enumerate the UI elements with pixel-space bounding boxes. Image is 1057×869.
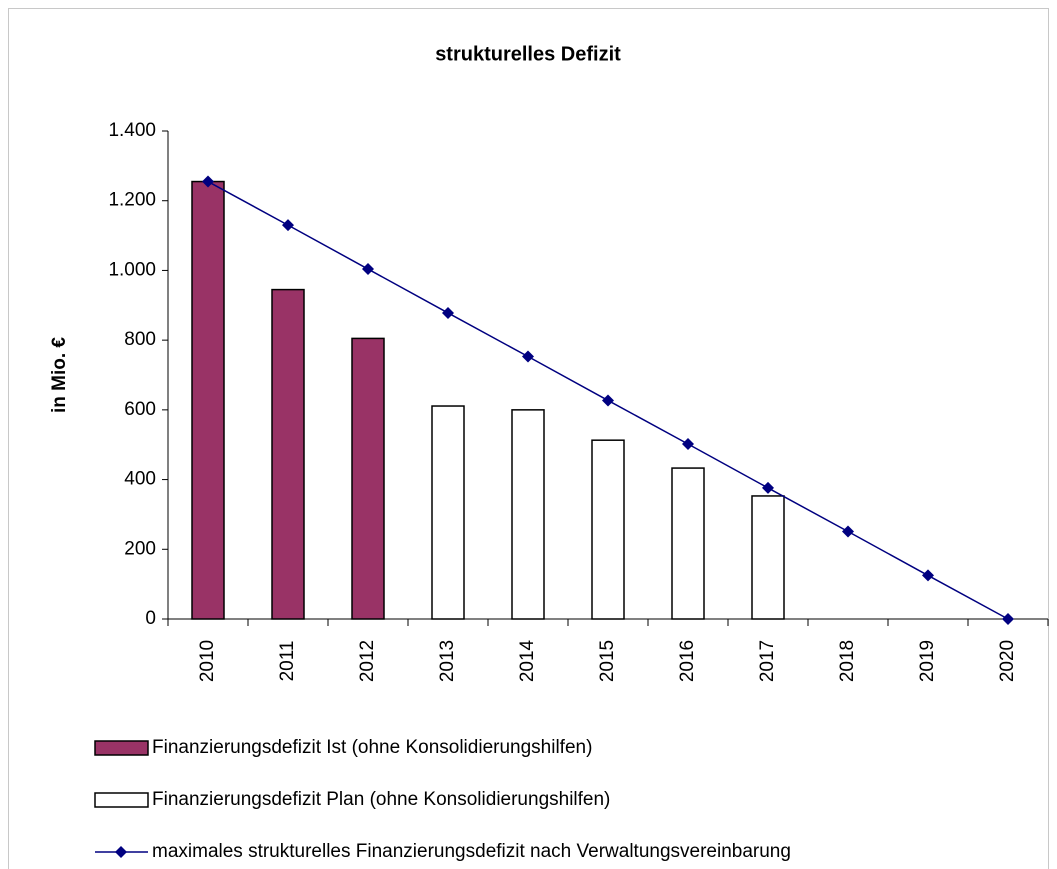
x-tick-label: 2016 bbox=[677, 640, 698, 682]
y-tick-label: 200 bbox=[124, 538, 156, 559]
bar bbox=[671, 467, 705, 620]
y-tick-label: 0 bbox=[145, 608, 156, 629]
chart-title: strukturelles Defizit bbox=[435, 43, 621, 65]
line-marker bbox=[282, 219, 294, 232]
y-tick-label: 400 bbox=[124, 469, 156, 490]
bar bbox=[431, 405, 465, 620]
line-marker bbox=[362, 263, 374, 276]
x-tick-label: 2010 bbox=[197, 640, 218, 682]
line-marker bbox=[1002, 613, 1014, 625]
bar bbox=[751, 495, 785, 620]
line-marker bbox=[682, 438, 694, 451]
legend-label: Finanzierungsdefizit Ist (ohne Konsolidi… bbox=[152, 737, 592, 758]
bar bbox=[591, 439, 625, 620]
line-marker bbox=[762, 481, 774, 494]
y-axis-label: in Mio. € bbox=[49, 337, 70, 413]
line-marker bbox=[202, 175, 214, 188]
legend-marker bbox=[115, 846, 127, 858]
bar bbox=[511, 409, 545, 620]
x-tick-label: 2020 bbox=[997, 640, 1018, 682]
x-tick-label: 2015 bbox=[597, 640, 618, 682]
y-tick-label: 800 bbox=[124, 329, 156, 350]
x-tick-label: 2017 bbox=[757, 640, 778, 682]
line-marker bbox=[602, 394, 614, 407]
bar bbox=[191, 180, 225, 620]
line-marker bbox=[522, 350, 534, 363]
x-tick-label: 2012 bbox=[357, 640, 378, 682]
y-tick-label: 1.000 bbox=[108, 259, 156, 280]
legend-label: maximales strukturelles Finanzierungsdef… bbox=[152, 841, 791, 862]
legend-swatch bbox=[94, 740, 149, 756]
y-tick-label: 600 bbox=[124, 399, 156, 420]
x-tick-label: 2018 bbox=[837, 640, 858, 682]
frame bbox=[8, 8, 1049, 869]
x-tick-label: 2019 bbox=[917, 640, 938, 682]
x-tick-label: 2013 bbox=[437, 640, 458, 682]
x-tick-label: 2011 bbox=[277, 641, 298, 682]
line-marker bbox=[442, 306, 454, 319]
bar bbox=[271, 288, 305, 620]
line-marker bbox=[842, 525, 854, 538]
x-tick-label: 2014 bbox=[517, 639, 538, 682]
bar bbox=[351, 337, 385, 620]
legend-label: Finanzierungsdefizit Plan (ohne Konsolid… bbox=[152, 789, 610, 810]
legend-swatch bbox=[94, 792, 149, 808]
y-tick-label: 1.200 bbox=[108, 190, 156, 211]
line-marker bbox=[922, 569, 934, 582]
y-tick-label: 1.400 bbox=[108, 120, 156, 141]
